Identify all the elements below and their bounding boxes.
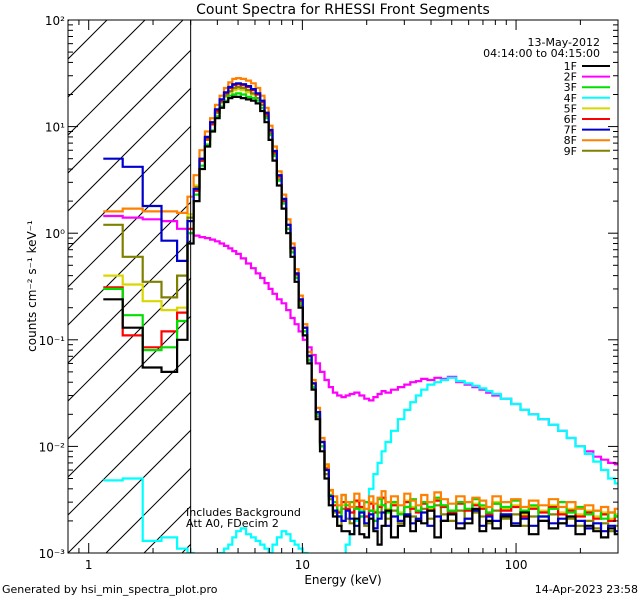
hatch-line <box>68 49 191 174</box>
legend-label-3F: 3F <box>564 81 577 94</box>
observation-date: 13-May-2012 <box>528 36 600 49</box>
footer-timestamp: 14-Apr-2023 23:58 <box>534 583 638 596</box>
legend-label-9F: 9F <box>564 145 577 158</box>
legend-label-2F: 2F <box>564 71 577 84</box>
x-tick-label: 100 <box>505 558 528 572</box>
hatch-line <box>68 353 191 478</box>
x-tick-label: 10 <box>295 558 310 572</box>
legend-label-5F: 5F <box>564 102 577 115</box>
series-line-8F <box>103 77 618 514</box>
y-tick-label: 10⁻³ <box>39 547 66 561</box>
hatch-line <box>524 20 640 553</box>
series-line-7F <box>103 82 618 533</box>
hatch-line <box>448 20 640 553</box>
hatch-line <box>258 20 640 553</box>
series-line-4F <box>103 376 618 553</box>
y-tick-label: 10⁰ <box>45 227 65 241</box>
hatch-line <box>68 277 191 402</box>
hatch-line <box>68 239 191 364</box>
hatch-line <box>68 429 191 553</box>
hatch-line <box>68 315 191 440</box>
footer-generator: Generated by hsi_min_spectra_plot.pro <box>2 583 218 596</box>
x-tick-label: 1 <box>85 558 93 572</box>
x-axis-label: Energy (keV) <box>304 573 381 587</box>
series-line-6F <box>103 83 618 522</box>
hatch-line <box>334 20 640 553</box>
hatch-line <box>68 20 108 60</box>
y-tick-label: 10⁻² <box>39 440 66 454</box>
hatch-line <box>410 20 640 553</box>
hatch-line <box>296 20 640 553</box>
legend-label-1F: 1F <box>564 60 577 73</box>
hatch-line <box>68 20 184 136</box>
y-axis-label: counts cm⁻² s⁻¹ keV⁻¹ <box>25 220 39 352</box>
hatch-line <box>372 20 640 553</box>
legend-label-7F: 7F <box>564 124 577 137</box>
time-range: 04:14:00 to 04:15:00 <box>483 47 600 60</box>
series-line-5F <box>103 88 618 520</box>
hatch-line <box>600 20 640 553</box>
hatch-line <box>68 87 191 212</box>
series-line-1F <box>103 95 618 546</box>
legend-label-4F: 4F <box>564 92 577 105</box>
plot-frame <box>67 19 619 554</box>
hatch-line <box>220 20 640 553</box>
series-line-9F <box>103 85 618 533</box>
legend-label-8F: 8F <box>564 134 577 147</box>
excluded-energy-region <box>68 20 640 553</box>
chart-title: Count Spectra for RHESSI Front Segments <box>196 2 490 18</box>
y-tick-label: 10² <box>45 14 65 28</box>
y-tick-label: 10¹ <box>45 121 65 135</box>
annotation-background: Includes Background <box>186 506 301 519</box>
hatch-line <box>68 391 191 516</box>
y-tick-label: 10⁻¹ <box>39 334 66 348</box>
legend-label-6F: 6F <box>564 113 577 126</box>
hatch-line <box>68 163 191 288</box>
annotation-attenuator: Att A0, FDecim 2 <box>186 517 279 530</box>
